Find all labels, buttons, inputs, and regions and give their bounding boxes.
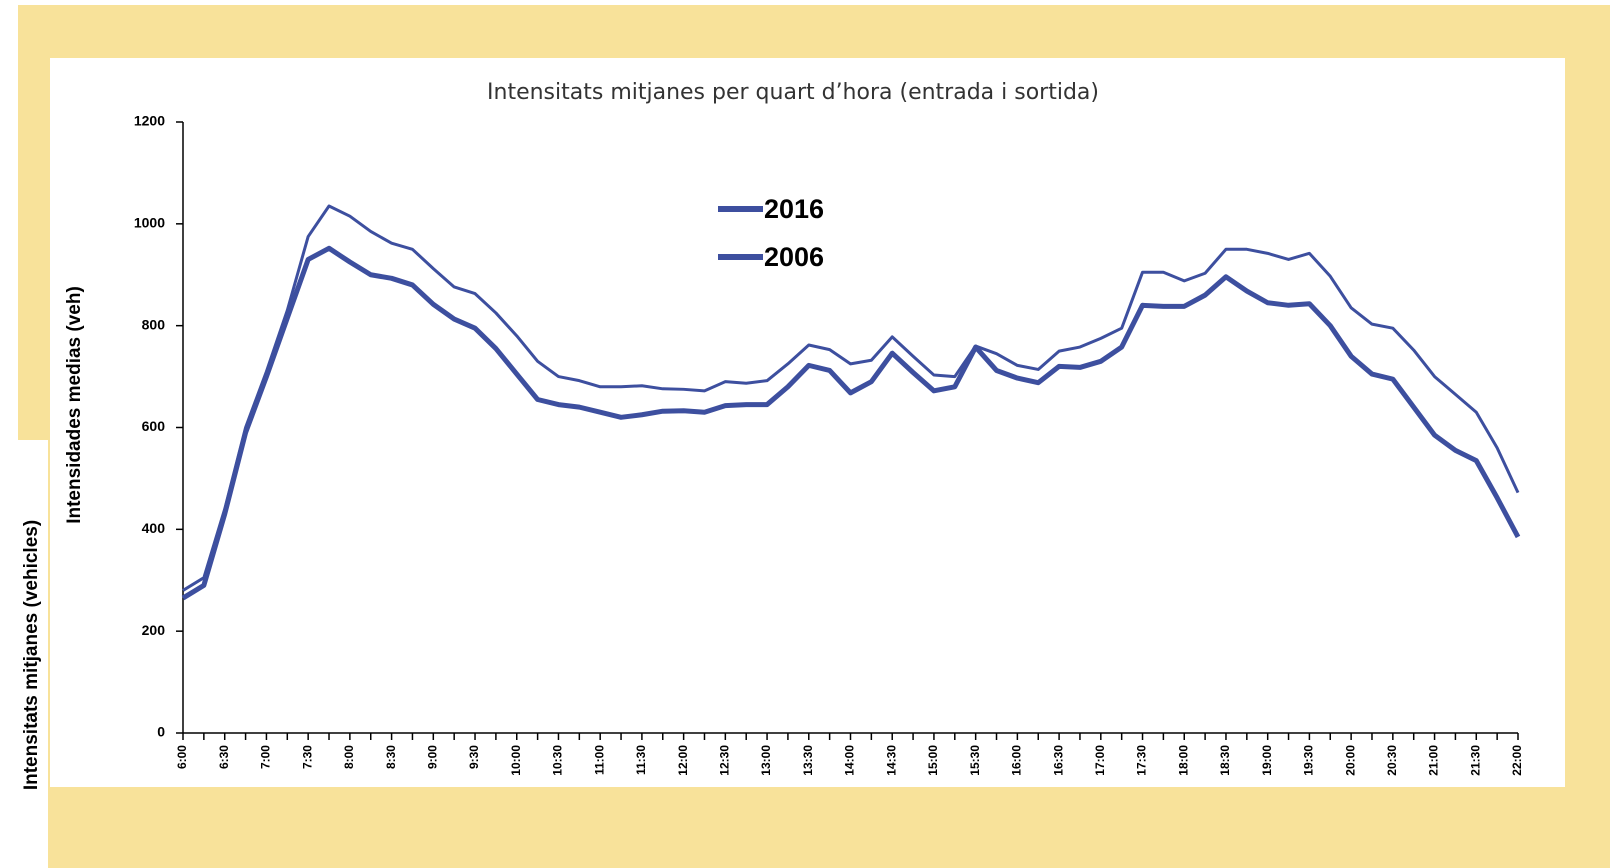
x-tick-label: 7:30 [300, 745, 314, 769]
x-tick-label: 13:00 [759, 745, 773, 776]
chart-title: Intensitats mitjanes per quart d’hora (e… [487, 80, 1099, 105]
line-series [181, 245, 1521, 601]
x-tick-label: 20:00 [1343, 745, 1357, 776]
outer-label: Intensitats mitjanes (vehicles) [21, 520, 42, 790]
x-tick-label: 16:00 [1010, 745, 1024, 776]
x-tick-label: 17:30 [1135, 745, 1149, 776]
legend-label: 2006 [764, 242, 824, 272]
x-tick-label: 9:00 [425, 745, 439, 769]
y-axis-label: Intensidades medias (veh) [64, 286, 85, 524]
x-tick-label: 6:00 [175, 745, 189, 769]
x-tick-label: 19:00 [1260, 745, 1274, 776]
x-tick-label: 15:30 [968, 745, 982, 776]
x-tick-label: 12:30 [718, 745, 732, 776]
x-tick-label: 19:30 [1302, 745, 1316, 776]
x-tick-label: 7:00 [259, 745, 273, 769]
line-series [182, 204, 1520, 592]
x-tick-label: 10:30 [551, 745, 565, 776]
x-tick-label: 13:30 [801, 745, 815, 776]
y-tick-label: 400 [142, 520, 166, 536]
x-tick-label: 22:00 [1510, 745, 1524, 776]
plot-panel [50, 58, 1565, 787]
legend-label: 2016 [764, 194, 824, 224]
y-tick-label: 600 [142, 418, 166, 434]
y-tick-label: 0 [157, 724, 165, 740]
x-tick-label: 9:30 [467, 745, 481, 769]
y-tick-label: 200 [142, 622, 166, 638]
y-tick-label: 800 [142, 316, 166, 332]
x-tick-label: 8:30 [384, 745, 398, 769]
y-tick-label: 1000 [134, 215, 165, 231]
x-tick-label: 14:00 [843, 745, 857, 776]
x-tick-label: 11:00 [592, 745, 606, 775]
x-tick-label: 17:00 [1093, 745, 1107, 776]
x-tick-label: 14:30 [884, 745, 898, 776]
label-panel [0, 440, 48, 868]
x-tick-label: 6:30 [217, 745, 231, 769]
x-tick-label: 8:00 [342, 745, 356, 769]
x-tick-label: 20:30 [1385, 745, 1399, 776]
x-tick-label: 16:30 [1051, 745, 1065, 776]
y-tick-label: 1200 [134, 113, 165, 129]
x-tick-label: 12:00 [676, 745, 690, 776]
x-tick-label: 11:30 [634, 745, 648, 775]
x-tick-label: 18:30 [1218, 745, 1232, 776]
x-tick-label: 15:00 [926, 745, 940, 776]
x-tick-label: 18:00 [1176, 745, 1190, 776]
x-tick-label: 10:00 [509, 745, 523, 776]
x-tick-label: 21:00 [1427, 745, 1441, 776]
x-tick-label: 21:30 [1468, 745, 1482, 776]
